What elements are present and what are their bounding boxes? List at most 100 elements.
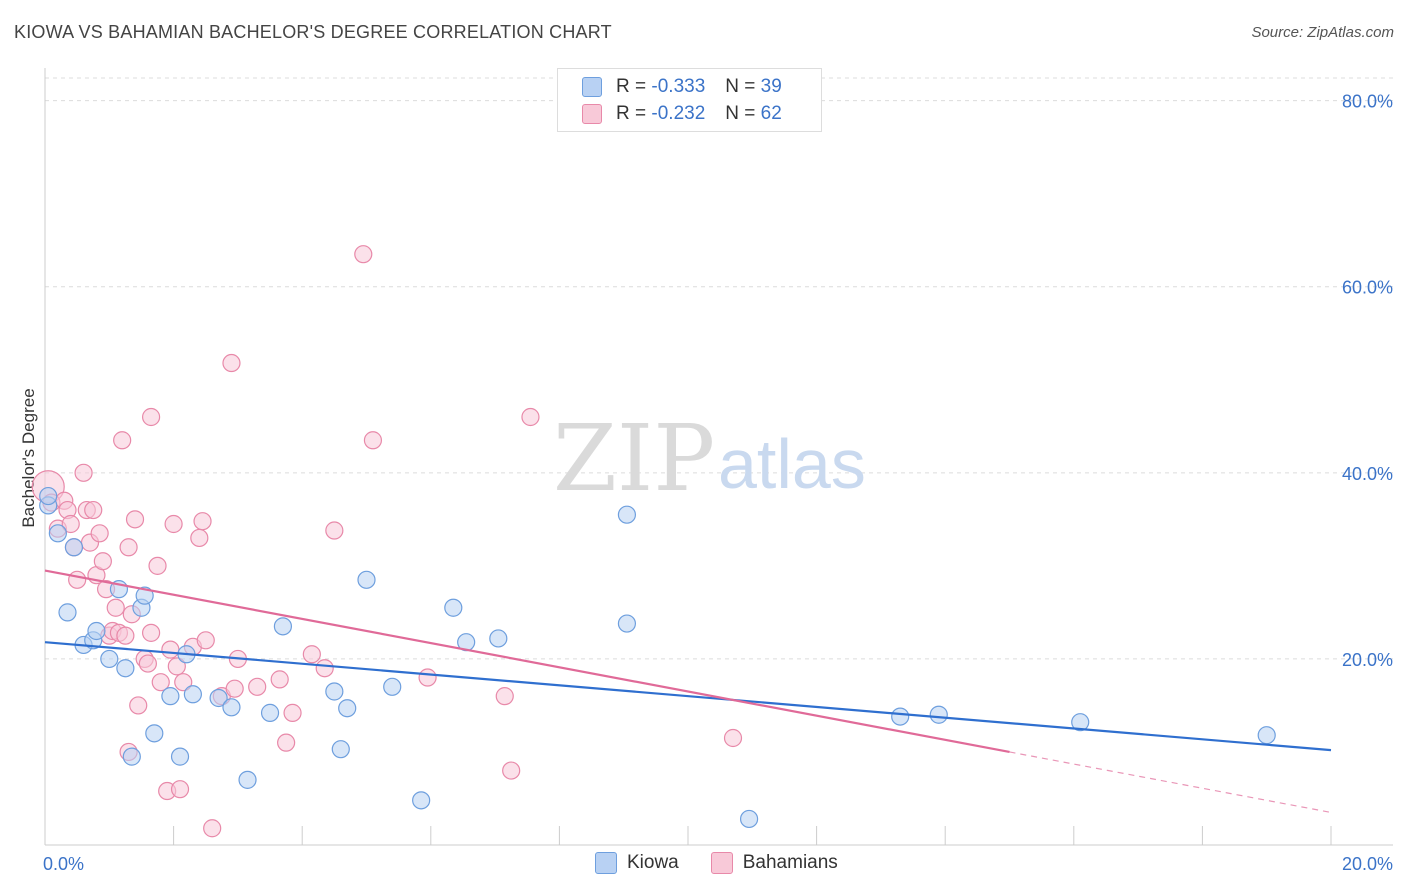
kiowa-point [116,659,135,678]
kiowa-point [183,685,202,704]
kiowa-point [48,524,67,543]
legend-n-value: 39 [760,76,782,97]
legend-n-label: N = [725,103,756,124]
bahamians-swatch [710,852,733,874]
bahamians-point [113,431,132,450]
bahamians-point [84,500,103,520]
bahamians-point [90,524,109,543]
bahamians-point [277,733,296,752]
kiowa-point [145,724,164,743]
bahamians-point [164,514,183,534]
kiowa-point [1257,726,1276,745]
kiowa-point [739,809,759,829]
legend-r-label: R = [616,103,647,124]
bahamians-point [521,407,540,427]
kiowa-point [331,740,350,759]
kiowa-point [87,621,106,641]
bahamians-point [68,570,87,589]
bahamians-point [93,552,112,571]
bahamians-point [148,556,167,575]
kiowa-point [357,570,376,589]
axes [44,68,1393,846]
kiowa-point [122,747,141,766]
bahamians-point [225,679,244,698]
kiowa-swatch [595,852,617,874]
legend-bahamians-label: Bahamians [742,852,838,873]
kiowa-point [100,649,119,669]
kiowa-point [412,791,431,810]
bahamians-point [495,687,514,706]
bahamians-point [141,407,161,427]
bahamians-point [161,640,180,659]
kiowa-point [325,682,344,701]
kiowa-point [929,705,948,724]
stats-legend: R = -0.333 N = 39 R = -0.232 N = 62 [557,68,822,132]
bahamians-trend-line [44,569,1010,754]
kiowa-point [161,687,180,706]
legend-row-kiowa: R = -0.333 N = 39 [582,75,782,99]
kiowa-point [273,617,293,636]
kiowa-point [338,699,357,718]
bahamians-point [203,819,222,838]
watermark-atlas: atlas [718,425,866,503]
kiowa-point [222,698,241,717]
kiowa-point [170,747,190,766]
kiowa-point [383,677,402,696]
legend-r-value: -0.232 [651,103,706,124]
bahamians-point [61,514,80,534]
bahamians-point [129,696,148,715]
kiowa-point [489,629,508,648]
bahamians-point [196,631,215,650]
bahamians-point [116,626,135,645]
y-axis-label: Bachelor's Degree [19,388,38,527]
bahamians-point [222,353,241,373]
kiowa-point [135,586,154,605]
kiowa-point [58,603,77,622]
bahamians-point [248,677,267,696]
bahamians-point [170,780,190,799]
kiowa-point [617,505,637,524]
bahamians-point [138,654,157,673]
bahamians-point [141,623,161,642]
bahamians-point [193,512,212,531]
legend-r-label: R = [616,76,647,97]
bahamians-swatch [582,104,602,124]
bahamians-point [151,673,170,692]
kiowa-point [64,538,84,557]
kiowa-point [238,770,257,789]
y-tick-label: 80.0% [1342,92,1393,112]
bahamians-point [363,431,383,450]
legend-kiowa-label: Kiowa [627,852,679,873]
kiowa-point [209,688,228,708]
y-tick-label: 20.0% [1342,650,1393,670]
kiowa-point [444,598,463,617]
y-tick-label: 60.0% [1342,278,1393,298]
bahamians-point [723,728,743,748]
legend-item-kiowa[interactable]: Kiowa [595,852,679,874]
legend-r-value: -0.333 [651,76,706,97]
x-tick-label: 0.0% [43,854,84,874]
bahamians-point [325,521,344,540]
kiowa-trend-line [44,641,1332,752]
series-legend: Kiowa Bahamians [595,852,870,874]
watermark: ZIP atlas [553,405,866,512]
legend-row-bahamians: R = -0.232 N = 62 [582,102,782,126]
bahamians-point [74,463,93,482]
bahamians-trend-extension [1009,751,1332,814]
legend-item-bahamians[interactable]: Bahamians [710,852,838,874]
bahamians-point [302,645,321,664]
bahamians-point [354,245,373,264]
kiowa-points [39,486,1276,829]
y-tick-label: 40.0% [1342,464,1393,484]
x-tick-label: 20.0% [1342,854,1393,874]
kiowa-point [260,703,280,722]
source-label: Source: ZipAtlas.com [1251,24,1394,41]
legend-n-value: 62 [760,103,782,124]
tick-labels: 20.0% 40.0% 60.0% 80.0% 0.0% 20.0% [43,92,1393,874]
bahamians-point [174,673,193,692]
kiowa-point [891,707,910,726]
bahamians-point [125,510,145,529]
bahamians-point [106,598,125,617]
grid-lines [45,77,1393,660]
